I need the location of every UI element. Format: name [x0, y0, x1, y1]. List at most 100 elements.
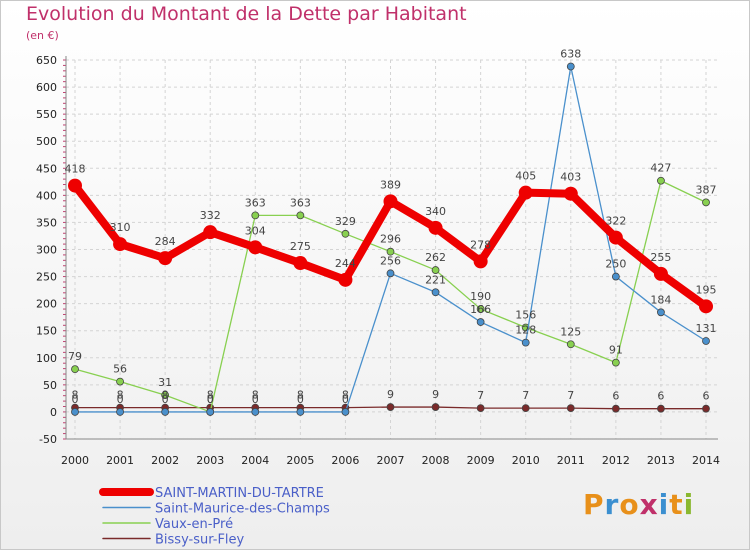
y-tick-label: 100 — [36, 352, 57, 365]
data-label: 332 — [200, 209, 221, 222]
data-point — [566, 404, 575, 413]
series-saint-martin-du-tartre — [68, 178, 713, 314]
data-label: 7 — [522, 389, 529, 402]
data-point — [521, 338, 530, 347]
data-label: 9 — [432, 388, 439, 401]
data-label: 250 — [605, 258, 626, 271]
data-point — [657, 308, 665, 317]
data-label: 304 — [245, 224, 266, 237]
data-point — [71, 365, 79, 374]
legend-label: SAINT-MARTIN-DU-TARTRE — [155, 486, 324, 501]
data-point — [251, 211, 260, 220]
data-point — [476, 318, 485, 326]
y-tick-label: 400 — [36, 189, 57, 202]
proxiti-logo: Proxiti — [583, 488, 694, 521]
data-label: 262 — [425, 251, 446, 264]
data-point — [71, 408, 79, 416]
chart-title: Evolution du Montant de la Dette par Hab… — [26, 3, 467, 25]
data-point — [702, 337, 710, 345]
data-label: 638 — [560, 47, 581, 60]
data-label: 125 — [560, 325, 581, 338]
data-label: 427 — [650, 162, 671, 175]
data-label: 221 — [425, 273, 446, 286]
data-point — [702, 198, 710, 207]
data-label: 340 — [425, 205, 446, 218]
data-label: 8 — [117, 389, 124, 402]
data-label: 275 — [290, 240, 311, 253]
data-label: 131 — [696, 322, 717, 335]
data-label: 184 — [650, 293, 671, 306]
x-tick-label: 2001 — [106, 454, 134, 467]
x-tick-label: 2013 — [647, 454, 675, 467]
x-tick-label: 2010 — [512, 454, 540, 467]
data-point — [657, 404, 665, 413]
y-tick-label: 600 — [36, 81, 57, 94]
x-tick-label: 2006 — [331, 454, 359, 467]
data-point — [116, 377, 124, 386]
data-label: 296 — [380, 233, 401, 246]
data-label: 6 — [657, 390, 664, 403]
data-point — [158, 251, 173, 266]
x-tick-label: 2000 — [61, 454, 89, 467]
y-tick-label: -50 — [39, 433, 57, 446]
x-tick-label: 2011 — [557, 454, 585, 467]
data-point — [518, 185, 533, 200]
data-point — [341, 229, 350, 238]
data-label: 9 — [387, 388, 394, 401]
data-point — [611, 404, 620, 413]
data-label: 31 — [158, 376, 172, 389]
y-tick-label: 250 — [36, 271, 57, 284]
y-tick-label: 350 — [36, 216, 57, 229]
data-label: 387 — [696, 183, 717, 196]
data-label: 8 — [72, 389, 79, 402]
data-point — [431, 266, 440, 274]
data-point — [203, 225, 218, 240]
y-tick-label: 0 — [50, 406, 57, 419]
data-point — [563, 186, 578, 201]
data-point — [611, 272, 620, 281]
data-label: 0 — [342, 393, 349, 406]
data-point — [566, 340, 575, 349]
axes: -500501001502002503003504004505005506006… — [36, 54, 720, 467]
data-label: 8 — [252, 389, 259, 402]
data-label: 190 — [470, 290, 491, 303]
data-point — [476, 404, 485, 413]
data-label: 389 — [380, 178, 401, 191]
data-label: 363 — [245, 196, 266, 209]
legend-label: Vaux-en-Pré — [155, 517, 233, 532]
data-label: 284 — [155, 235, 176, 248]
data-label: 310 — [110, 221, 131, 234]
legend: SAINT-MARTIN-DU-TARTRESaint-Maurice-des-… — [99, 486, 330, 548]
data-label: 403 — [560, 171, 581, 184]
x-tick-label: 2005 — [286, 454, 314, 467]
data-point — [657, 176, 665, 185]
data-label: 0 — [162, 393, 169, 406]
data-point — [653, 266, 668, 281]
y-tick-label: 300 — [36, 244, 57, 257]
data-label: 0 — [72, 393, 79, 406]
data-point — [699, 299, 713, 314]
data-point — [161, 408, 170, 416]
data-label: 322 — [605, 215, 626, 228]
data-label: 7 — [567, 389, 574, 402]
data-point — [611, 358, 620, 367]
legend-label: Saint-Maurice-des-Champs — [155, 502, 330, 517]
data-label: 8 — [162, 389, 169, 402]
data-label: 8 — [207, 389, 214, 402]
data-point — [383, 194, 398, 209]
data-label: 195 — [696, 283, 717, 296]
x-tick-label: 2009 — [467, 454, 495, 467]
data-point — [608, 230, 623, 245]
logo-letter: r — [604, 488, 620, 521]
data-label: 7 — [477, 389, 484, 402]
data-point — [431, 288, 440, 297]
y-tick-label: 450 — [36, 162, 57, 175]
y-tick-label: 150 — [36, 325, 57, 338]
data-label: 156 — [515, 308, 536, 321]
x-tick-label: 2014 — [692, 454, 720, 467]
logo-letter: x — [639, 488, 659, 521]
x-tick-label: 2012 — [602, 454, 630, 467]
data-label: 329 — [335, 215, 356, 228]
